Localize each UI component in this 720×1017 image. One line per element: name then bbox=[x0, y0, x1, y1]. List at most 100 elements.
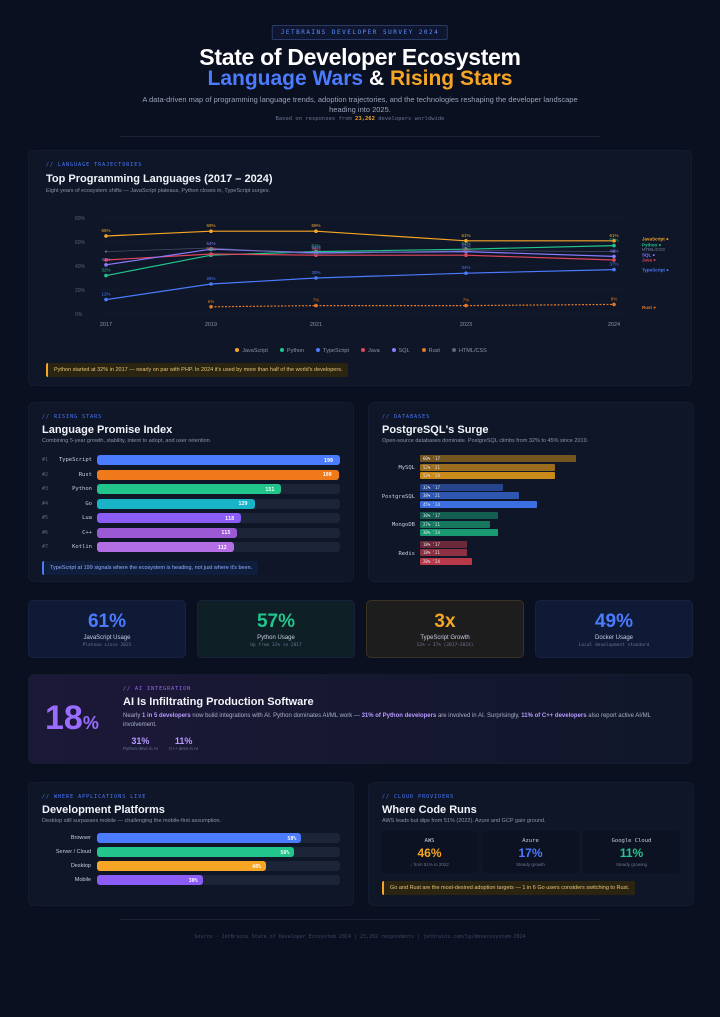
respondents-note: Based on responses from 23,262 developer… bbox=[0, 116, 720, 122]
cloud-provider-sub: Steady growing bbox=[615, 862, 648, 867]
data-label: 48% bbox=[609, 248, 618, 253]
series-line-javascript bbox=[105, 230, 614, 242]
promise-bar bbox=[97, 513, 242, 523]
rank-label: #5 bbox=[42, 515, 49, 521]
data-label: 69% bbox=[311, 223, 320, 228]
x-tick-label: 2019 bbox=[205, 322, 217, 328]
ai-metric-cpp: 11% C++ devs in AI bbox=[169, 736, 198, 751]
database-value: 30% '24 bbox=[423, 530, 440, 535]
database-bar bbox=[420, 529, 498, 536]
database-label: Redis bbox=[398, 550, 415, 557]
footer-divider bbox=[120, 919, 600, 920]
stat-value: 61% bbox=[87, 611, 127, 632]
y-tick-label: 80% bbox=[75, 216, 86, 222]
promise-bar bbox=[97, 469, 339, 480]
databases-card: // DATABASES PostgreSQL's Surge Open-sou… bbox=[368, 402, 694, 582]
data-label: 25% bbox=[206, 276, 215, 281]
language-label: Go bbox=[85, 500, 92, 507]
data-label: 30% bbox=[311, 270, 320, 275]
legend-swatch bbox=[391, 348, 396, 352]
data-label: 54% bbox=[206, 241, 215, 246]
data-point bbox=[464, 271, 468, 275]
y-tick-label: 40% bbox=[75, 264, 86, 270]
database-bar bbox=[420, 557, 472, 565]
y-tick-label: 0% bbox=[75, 312, 83, 318]
legend-swatch bbox=[361, 348, 366, 352]
platform-label: Desktop bbox=[70, 863, 91, 869]
subtitle-rising-stars: Rising Stars bbox=[389, 67, 513, 90]
footer-source: Source · JetBrains State of Developer Ec… bbox=[194, 934, 526, 940]
stat-label: Docker Usage bbox=[594, 635, 633, 641]
legend-item: TypeScript bbox=[316, 348, 349, 354]
database-value: 30% '17 bbox=[423, 513, 440, 518]
legend-label: SQL bbox=[398, 348, 410, 354]
platform-value: 56% bbox=[280, 849, 290, 856]
data-point bbox=[612, 267, 616, 272]
data-point bbox=[104, 250, 108, 253]
promise-value: 112 bbox=[217, 544, 227, 551]
data-label: 12% bbox=[101, 292, 110, 297]
data-label: 52% bbox=[461, 244, 470, 249]
subtitle-ampersand: & bbox=[368, 67, 385, 90]
data-point bbox=[209, 252, 213, 256]
data-label: 65% bbox=[101, 228, 110, 233]
database-value: 52% '21 bbox=[423, 464, 440, 470]
data-point bbox=[209, 282, 213, 286]
databases-tag: // DATABASES bbox=[382, 414, 431, 420]
database-value: 38% '21 bbox=[423, 493, 440, 498]
data-label: 57% bbox=[609, 238, 618, 243]
ai-metric-python-value: 31% bbox=[131, 736, 150, 746]
cloud-title: Where Code Runs bbox=[382, 804, 477, 816]
data-point bbox=[612, 254, 616, 259]
legend-label: Java bbox=[368, 348, 380, 354]
data-point bbox=[314, 229, 318, 233]
cloud-provider-card: Azure 17% Steady growth bbox=[482, 831, 579, 873]
data-label: 51% bbox=[311, 245, 320, 250]
series-line-java bbox=[105, 253, 615, 261]
legend-label: TypeScript bbox=[323, 348, 350, 354]
database-bar bbox=[420, 492, 519, 499]
legend-item: Java bbox=[361, 348, 380, 354]
legend-swatch bbox=[451, 348, 456, 352]
data-point bbox=[612, 239, 616, 243]
data-label: 32% bbox=[101, 268, 110, 273]
trajectories-callout: Python started at 32% in 2017 — nearly o… bbox=[46, 363, 349, 377]
legend-item: Rust bbox=[421, 348, 440, 354]
series-end-label: Python ● bbox=[642, 242, 661, 247]
database-value: 52% '24 bbox=[423, 473, 440, 478]
data-label: 34% bbox=[461, 265, 470, 270]
series-end-label: TypeScript ● bbox=[642, 268, 669, 273]
platform-value: 58% bbox=[287, 835, 297, 842]
promise-bar bbox=[97, 542, 234, 552]
data-label: 49% bbox=[311, 247, 320, 252]
promise-value: 198 bbox=[322, 472, 332, 478]
rank-label: #3 bbox=[42, 486, 49, 492]
data-point bbox=[209, 305, 213, 309]
note-suffix: developers worldwide bbox=[378, 116, 445, 122]
stat-value: 3x bbox=[434, 611, 456, 632]
database-value: 32% '17 bbox=[423, 484, 440, 490]
trajectories-desc: Eight years of ecosystem shifts — JavaSc… bbox=[46, 188, 270, 194]
platform-label: Mobile bbox=[74, 877, 91, 883]
page-subtitle: Language Wars & Rising Stars bbox=[0, 67, 720, 91]
data-point bbox=[464, 253, 468, 257]
data-label: 7% bbox=[313, 298, 320, 303]
language-label: Python bbox=[72, 486, 92, 492]
cloud-provider-sub: Steady growth bbox=[516, 862, 545, 867]
promise-bar bbox=[97, 498, 255, 509]
ai-big-percent: % bbox=[82, 713, 99, 733]
data-label: 69% bbox=[206, 223, 215, 228]
ai-metric-python: 31% Python devs in AI bbox=[123, 736, 158, 751]
ai-text-3: are involved in AI. Surprisingly, bbox=[437, 713, 520, 719]
y-tick-label: 20% bbox=[75, 288, 86, 294]
stat-card: 49% Docker Usage Local development standar… bbox=[535, 600, 693, 658]
platform-bar bbox=[97, 847, 295, 857]
series-end-label: SQL ● bbox=[642, 253, 655, 258]
y-tick-label: 60% bbox=[75, 240, 86, 246]
platform-value: 30% bbox=[188, 877, 198, 884]
database-value: 20% '24 bbox=[423, 558, 440, 564]
platform-label: Browser bbox=[70, 835, 91, 841]
legend-swatch bbox=[316, 348, 321, 352]
stat-sub: 12% → 37% (2017–2024) bbox=[416, 643, 474, 648]
data-point bbox=[612, 258, 616, 262]
